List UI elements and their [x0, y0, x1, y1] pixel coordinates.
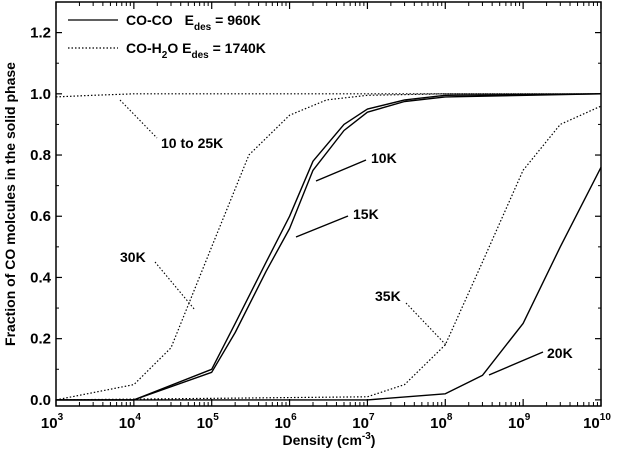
x-tick-label: 109: [508, 412, 531, 432]
x-tick-label: 105: [197, 412, 220, 432]
x-tick-label: 103: [41, 412, 64, 432]
y-tick-label: 1.2: [30, 25, 51, 42]
y-tick-label: 1.0: [30, 86, 51, 103]
series-line-6: [56, 166, 602, 401]
x-tick-label: 1010: [583, 412, 611, 432]
annotation-pointer-6: [488, 351, 544, 376]
x-tick-label: 107: [352, 412, 375, 432]
y-tick-label: 0.6: [30, 208, 51, 225]
x-tick-label: 108: [430, 412, 453, 432]
legend: CO-CO Edes = 960K CO-H2O Edes = 1740K: [68, 12, 266, 61]
plot-area: [55, 1, 602, 407]
annotation-label: 35K: [375, 288, 401, 304]
legend-entry-1: CO-CO Edes = 960K: [126, 12, 261, 33]
x-tick-label: 104: [119, 412, 142, 432]
y-axis-title: Fraction of CO molcules in the solid pha…: [2, 62, 18, 346]
y-tick-label: 0.8: [30, 147, 51, 164]
annotation-label: 20K: [547, 345, 573, 361]
legend-entry-2: CO-H2O Edes = 1740K: [126, 40, 266, 61]
y-tick-label: 0.4: [30, 269, 52, 286]
annotation-pointers: [119, 99, 544, 376]
annotation-label: 10K: [371, 150, 397, 166]
y-tick-label: 0.2: [30, 331, 51, 348]
annotation-pointer-4: [295, 215, 349, 238]
annotation-pointer-3: [315, 159, 367, 182]
series-line-2: [55, 93, 601, 401]
annotation-label: 30K: [120, 249, 146, 265]
annotation-label: 10 to 25K: [161, 135, 223, 151]
series-line-5: [56, 93, 602, 401]
series-line-3: [55, 105, 602, 401]
series-line-4: [56, 93, 602, 401]
x-axis-title: Density (cm-3): [283, 431, 376, 448]
annotation-label: 15K: [353, 206, 379, 222]
series-layer: [55, 93, 602, 401]
annotation-pointer-5: [405, 302, 448, 347]
y-tick-label: 0.0: [30, 392, 51, 409]
tick-labels: 0.0 0.2 0.4 0.6 0.8 1.0 1.2 103 104 105 106 107 108 1…: [30, 25, 611, 432]
annotations: 10 to 25K 30K 10K 15K 35K 20K: [120, 135, 573, 361]
x-tick-label: 106: [274, 412, 297, 432]
